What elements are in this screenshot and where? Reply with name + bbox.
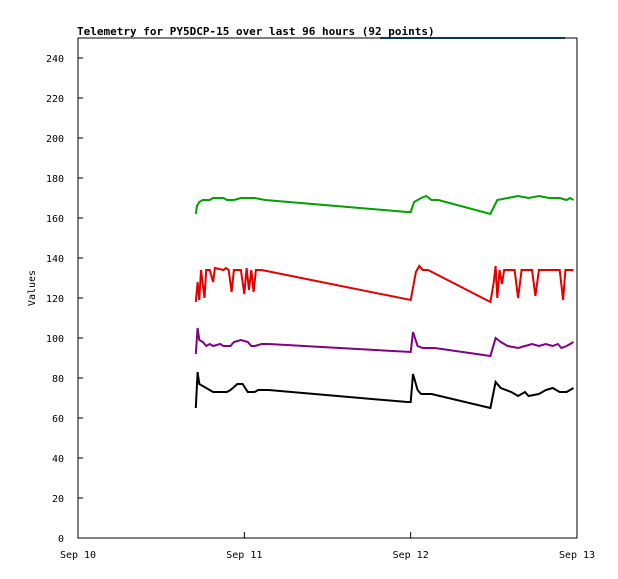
y-tick-label: 180 [46,174,64,185]
y-tick-label: 160 [46,214,64,225]
y-tick-label: 240 [46,54,64,65]
series-line-3 [194,327,575,358]
y-tick-label: 200 [46,134,64,145]
series-line-1 [194,194,575,216]
y-tick-label: 140 [46,254,64,265]
x-tick-label: Sep 11 [226,550,262,561]
plot-frame [77,37,578,539]
y-tick-label: 40 [52,454,64,465]
plot-area: 0 20 40 60 80 100 120 140 160 180 200 220 240 Sep 10… [46,37,595,561]
x-axis: Sep 10 Sep 11 Sep 12 Sep 13 [60,532,595,561]
y-axis-label: Values [27,270,38,306]
y-tick-label: 0 [58,534,64,545]
y-tick-label: 120 [46,294,64,305]
y-tick-label: 20 [52,494,64,505]
x-tick-label: Sep 12 [393,550,429,561]
y-tick-label: 80 [52,374,64,385]
series-line-2 [194,264,574,304]
x-tick-label: Sep 10 [60,550,96,561]
x-tick-label: Sep 13 [559,550,595,561]
series-layer [194,194,575,410]
y-tick-label: 60 [52,414,64,425]
y-tick-label: 100 [46,334,64,345]
series-line-4 [194,371,575,410]
y-tick-label: 220 [46,94,64,105]
y-axis: 0 20 40 60 80 100 120 140 160 180 200 220 240 [46,54,83,545]
chart-title: Telemetry for PY5DCP-15 over last 96 hou… [77,25,435,38]
